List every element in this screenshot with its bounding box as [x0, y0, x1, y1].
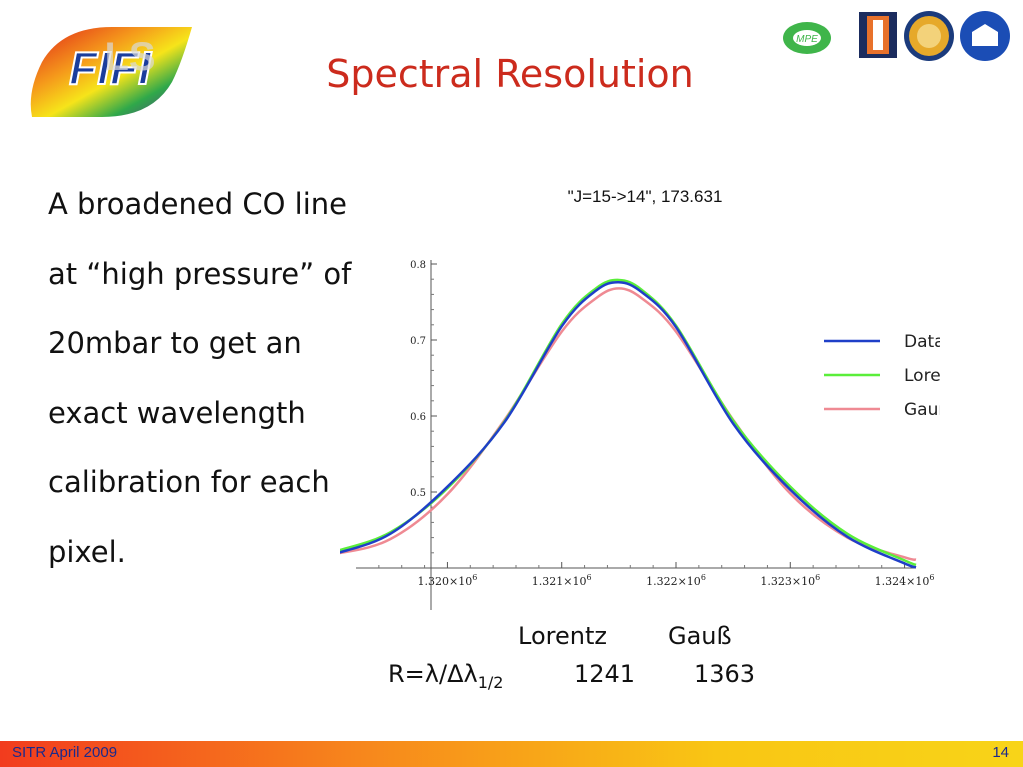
svg-text:LS: LS	[104, 35, 155, 79]
y-tick-label: 0.8	[410, 260, 426, 271]
slide-title: Spectral Resolution	[326, 52, 694, 96]
y-tick-label: 0.5	[410, 488, 426, 499]
chart-title: "J=15->14", 173.631	[567, 187, 723, 206]
resolution-label-main: R=λ/Δλ	[388, 660, 478, 688]
y-tick-label: 0.7	[410, 336, 426, 347]
footer-event: SITR April 2009	[12, 744, 118, 761]
illinois-logo	[859, 12, 897, 58]
footer-bar: SITR April 2009 14	[0, 741, 1023, 767]
body-line: A broadened CO line	[48, 187, 347, 221]
x-tick-label: 1.323×106	[760, 573, 820, 588]
uc-seal-logo	[904, 11, 954, 61]
resolution-col-lorentz: Lorentz	[518, 622, 607, 650]
resolution-value-gauss: 1363	[694, 660, 756, 688]
resolution-value-lorentz: 1241	[574, 660, 636, 688]
y-tick-label: 0.6	[410, 412, 426, 423]
x-tick-exponent: 6	[929, 573, 934, 582]
institution-logos: MPE	[783, 11, 1010, 61]
line-chart: 1.320×106 1.321×106 1.322×106 1.323×106 1.32…	[340, 260, 940, 610]
body-line: exact wavelength	[48, 395, 306, 430]
resolution-label-sub: 1/2	[477, 672, 504, 692]
x-tick-mantissa: 1.324×10	[875, 575, 930, 588]
body-line: pixel.	[48, 534, 126, 569]
x-tick-mantissa: 1.320×10	[418, 575, 473, 588]
legend-label: Gauß	[904, 400, 940, 420]
x-tick-mantissa: 1.322×10	[646, 575, 701, 588]
x-tick-exponent: 6	[815, 573, 820, 582]
series-line-data	[340, 280, 917, 569]
legend-label: Lorentz	[904, 366, 940, 386]
body-text: A broadened CO line at “high pressure” o…	[48, 170, 408, 587]
x-tick-exponent: 6	[587, 573, 592, 582]
x-tick-label: 1.320×106	[418, 573, 478, 588]
x-tick-label: 1.321×106	[532, 573, 592, 588]
page-number: 14	[992, 744, 1009, 761]
x-tick-label: 1.324×106	[875, 573, 935, 588]
x-tick-mantissa: 1.321×10	[532, 575, 587, 588]
svg-text:MPE: MPE	[796, 34, 818, 45]
body-line: calibration for each	[48, 465, 330, 499]
x-tick-label: 1.322×106	[646, 573, 706, 588]
logo-lettering: FIFI	[69, 42, 152, 94]
series-line-gauß	[340, 287, 917, 561]
resolution-label: R=λ/Δλ1/2	[388, 660, 503, 692]
legend-label: Data	[904, 332, 940, 352]
x-tick-mantissa: 1.323×10	[760, 575, 815, 588]
fifi-ls-logo: FIFI LS	[30, 27, 192, 117]
x-tick-exponent: 6	[472, 573, 477, 582]
mpe-logo: MPE	[783, 22, 831, 54]
x-tick-exponent: 6	[701, 573, 706, 582]
uci-logo	[960, 11, 1010, 61]
body-line: 20mbar to get an	[48, 326, 302, 360]
body-line: at “high pressure” of	[48, 256, 352, 291]
resolution-col-gauss: Gauß	[668, 622, 732, 650]
